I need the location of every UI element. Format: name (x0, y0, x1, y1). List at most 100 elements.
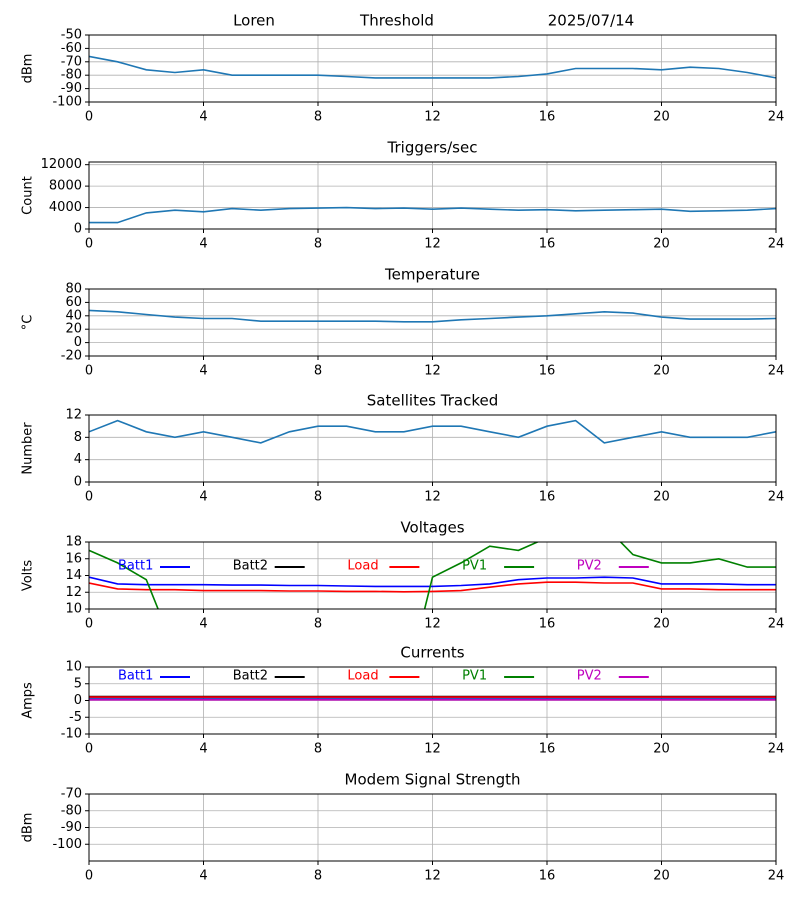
panel: Modem Signal Strength dBm 0 4 8 12 16 20 24 -70-8… (21, 771, 785, 884)
legend-label: Batt1 (118, 669, 153, 684)
x-tick-label: 16 (539, 869, 556, 884)
y-tick-label: 60 (65, 295, 82, 310)
x-tick-label: 8 (314, 110, 322, 125)
y-axis-label: dBm (21, 54, 36, 84)
data-line (89, 206, 776, 224)
x-tick-label: 0 (85, 742, 93, 757)
x-tick-label: 20 (653, 237, 670, 252)
legend-label: Load (347, 669, 378, 684)
y-tick-label: -10 (61, 727, 82, 742)
y-tick-label: 4 (74, 452, 82, 467)
legend-label: Batt2 (233, 559, 268, 574)
x-tick-label: 12 (424, 110, 441, 125)
x-tick-label: 4 (199, 742, 207, 757)
y-tick-label: -5 (69, 710, 82, 725)
x-tick-label: 0 (85, 869, 93, 884)
y-tick-label: -20 (61, 349, 82, 364)
x-tick-label: 8 (314, 237, 322, 252)
y-tick-label: -100 (52, 95, 82, 110)
y-axis-label: Volts (21, 560, 36, 592)
y-tick-label: 40 (65, 308, 82, 323)
y-axis-label: °C (21, 315, 36, 331)
y-axis-label: dBm (21, 813, 36, 843)
x-tick-label: 4 (199, 237, 207, 252)
x-tick-label: 24 (768, 742, 785, 757)
panel: Triggers/sec Count 0 4 8 12 16 20 24 0 4000 8000 120… (21, 139, 785, 252)
y-axis-label: Number (21, 422, 36, 475)
y-tick-label: 80 (65, 282, 82, 297)
y-tick-label: -50 (61, 28, 82, 43)
y-tick-label: 12 (65, 408, 82, 423)
x-tick-label: 12 (424, 490, 441, 505)
y-tick-label: 8000 (49, 179, 82, 194)
x-tick-label: 4 (199, 110, 207, 125)
data-line (89, 55, 776, 79)
x-tick-label: 8 (314, 869, 322, 884)
axes-frame (88, 161, 777, 230)
x-tick-label: 24 (768, 110, 785, 125)
y-tick-label: -80 (61, 68, 82, 83)
legend-label: PV2 (577, 669, 602, 684)
y-tick-label: -60 (61, 41, 82, 56)
y-tick-label: -90 (61, 81, 82, 96)
x-tick-label: 20 (653, 364, 670, 379)
y-tick-label: 16 (65, 551, 82, 566)
legend-label: Batt2 (233, 669, 268, 684)
x-tick-label: 20 (653, 617, 670, 632)
x-tick-label: 12 (424, 364, 441, 379)
x-tick-label: 16 (539, 490, 556, 505)
x-tick-label: 8 (314, 490, 322, 505)
y-tick-label: 10 (65, 602, 82, 617)
x-tick-label: 0 (85, 110, 93, 125)
y-axis-label: Amps (21, 682, 36, 719)
x-tick-label: 16 (539, 617, 556, 632)
legend-label: Batt1 (118, 559, 153, 574)
y-tick-label: -80 (61, 803, 82, 818)
axes-frame (88, 288, 777, 357)
x-tick-label: 12 (424, 237, 441, 252)
y-tick-label: 18 (65, 535, 82, 550)
y-tick-label: -70 (61, 54, 82, 69)
y-tick-label: 5 (74, 676, 82, 691)
x-tick-label: 4 (199, 490, 207, 505)
x-tick-label: 0 (85, 364, 93, 379)
x-tick-label: 0 (85, 490, 93, 505)
y-tick-label: 8 (74, 430, 82, 445)
y-tick-label: 4000 (49, 200, 82, 215)
x-tick-label: 4 (199, 617, 207, 632)
x-tick-label: 4 (199, 364, 207, 379)
panel: Satellites Tracked Number 0 4 8 12 16 20 24 0 4 8 12 (21, 392, 785, 505)
y-tick-label: 0 (74, 222, 82, 237)
chart-title: Triggers/sec (387, 139, 478, 157)
x-tick-label: 8 (314, 617, 322, 632)
y-tick-label: 10 (65, 660, 82, 675)
x-tick-label: 8 (314, 742, 322, 757)
x-tick-label: 20 (653, 742, 670, 757)
data-line (89, 309, 776, 323)
panel: Currents Amps 0 4 8 12 16 20 24 -10 -5 0 510 Batt1 Bat… (21, 644, 785, 757)
data-line (89, 581, 776, 593)
x-tick-label: 12 (424, 742, 441, 757)
x-tick-label: 24 (768, 617, 785, 632)
x-tick-label: 0 (85, 237, 93, 252)
x-tick-label: 8 (314, 364, 322, 379)
y-tick-label: 12000 (41, 157, 82, 172)
axes-frame (88, 666, 777, 735)
x-tick-label: 24 (768, 364, 785, 379)
x-tick-label: 20 (653, 490, 670, 505)
chart-title: Satellites Tracked (367, 392, 498, 410)
y-tick-label: -100 (52, 837, 82, 852)
data-line (89, 576, 776, 588)
x-tick-label: 24 (768, 490, 785, 505)
chart-title: Modem Signal Strength (345, 771, 521, 789)
chart-title: Currents (400, 644, 464, 662)
data-line (89, 419, 776, 444)
x-tick-label: 4 (199, 869, 207, 884)
x-tick-label: 20 (653, 869, 670, 884)
legend-label: PV1 (462, 669, 487, 684)
chart-title: Threshold (359, 12, 434, 30)
chart-title: Temperature (384, 266, 480, 284)
y-tick-label: 0 (74, 693, 82, 708)
